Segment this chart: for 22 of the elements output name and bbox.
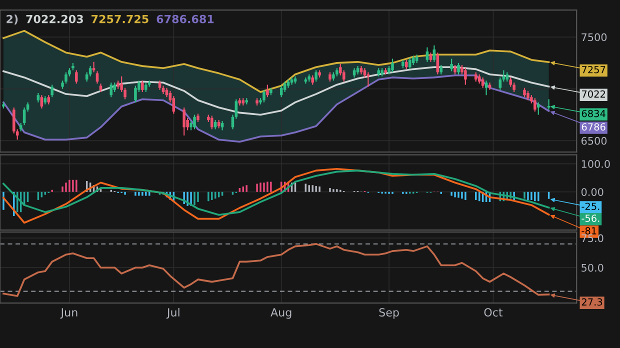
annotation: 7257 [582,66,606,74]
x-tick-label: Jun [60,308,78,319]
y-tick-label: 7500 [582,33,607,42]
annotation: 7257.725 [92,14,148,24]
annotation: -56. [582,214,600,222]
x-tick-label: Jul [166,308,180,319]
y-tick-label: 100.0 [582,160,610,168]
annotation: 6834 [582,110,606,118]
annotation: 6786.681 [156,14,214,24]
x-tick-label: Oct [484,308,503,317]
annotation: -81 [582,227,596,234]
annotation: 6786 [582,123,606,131]
y-tick-label: 50.0 [582,264,604,272]
y-tick-label: 6500 [581,136,607,145]
annotation: -25. [582,202,600,210]
x-tick-label: Sep [379,308,399,319]
y-tick-label: 0.00 [581,188,604,196]
x-tick-label: Aug [270,308,292,319]
annotation: 27.3 [582,298,602,306]
annotation: 2) [6,14,18,25]
annotation: 7022 [582,90,605,98]
annotation: 7022.203 [26,14,83,24]
